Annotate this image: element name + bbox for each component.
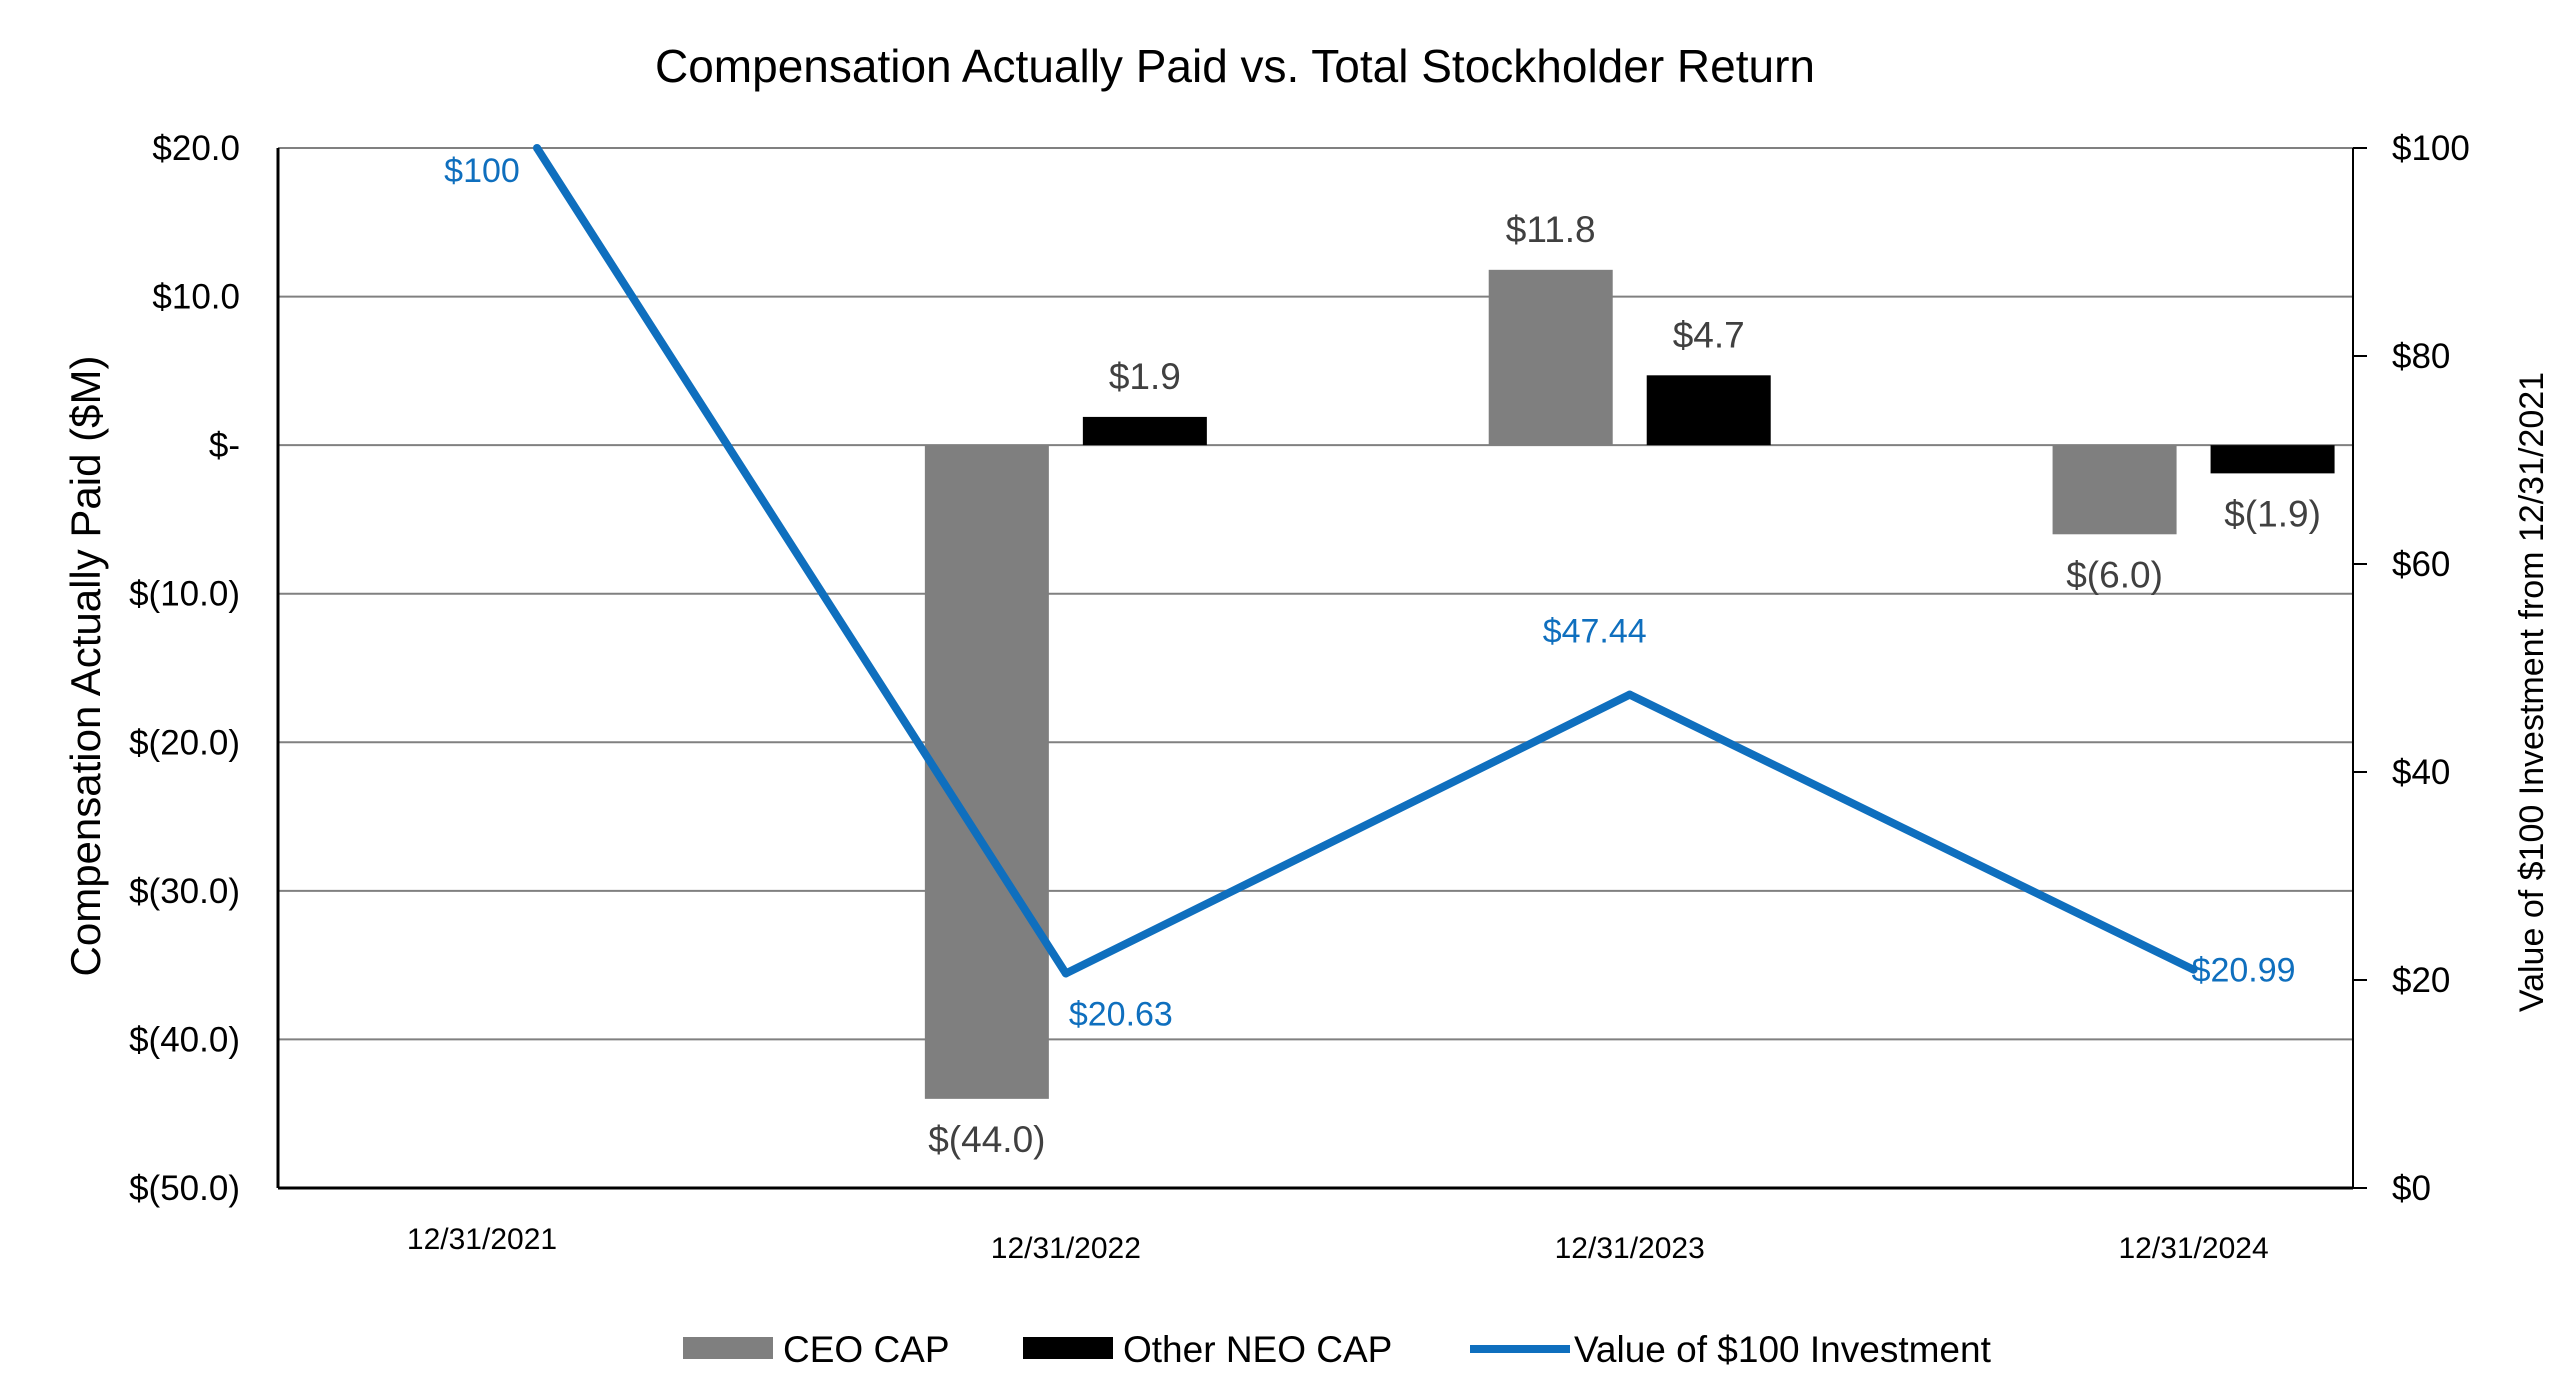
- bar: [924, 445, 1049, 1099]
- bars: [924, 269, 2335, 1099]
- tsr-point: [533, 144, 541, 152]
- y2-tick-label: $40: [2392, 753, 2450, 792]
- legend-item: Other NEO CAP: [1023, 1329, 1392, 1370]
- y2-tick-label: $60: [2392, 545, 2450, 584]
- tsr-point: [2189, 965, 2198, 974]
- bar-value-label: $(44.0): [928, 1119, 1045, 1160]
- legend-label: Other NEO CAP: [1123, 1329, 1392, 1370]
- y-tick-label: $(50.0): [129, 1169, 240, 1208]
- y2-tick-label: $80: [2392, 337, 2450, 376]
- legend-item: Value of $100 Investment: [1470, 1329, 1992, 1370]
- bar-value-label: $11.8: [1506, 209, 1596, 250]
- y2-axis-label: Value of $100 Investment from 12/31/2021: [2513, 372, 2551, 1012]
- y2-tick-label: $0: [2392, 1169, 2431, 1208]
- line-value-label: $100: [444, 152, 520, 190]
- bar: [1646, 375, 1771, 446]
- y2-tick-label: $100: [2392, 129, 2470, 168]
- tsr-point: [1061, 969, 1070, 978]
- legend-item: CEO CAP: [683, 1329, 950, 1370]
- y-tick-label: $(30.0): [129, 872, 240, 911]
- bar: [2052, 445, 2177, 535]
- bar: [1488, 269, 1613, 446]
- y-tick-label: $20.0: [152, 129, 240, 168]
- legend-label: Value of $100 Investment: [1574, 1329, 1992, 1370]
- y2-tick-label: $20: [2392, 961, 2450, 1000]
- line-value-label: $47.44: [1543, 613, 1647, 651]
- gridlines: [278, 147, 2353, 1189]
- legend-swatch: [683, 1337, 773, 1359]
- bar-value-label: $1.9: [1109, 356, 1181, 397]
- line-value-label: $20.63: [1069, 995, 1173, 1033]
- x-tick-label: 12/31/2022: [991, 1232, 1141, 1265]
- y-tick-label: $(40.0): [129, 1020, 240, 1059]
- axes: $20.0 $10.0 $- $(10.0) $(20.0) $(30.0) $(40.0)…: [129, 129, 2470, 1265]
- legend-label: CEO CAP: [783, 1329, 950, 1370]
- tsr-line: [533, 145, 2196, 978]
- bar-value-label: $(6.0): [2066, 554, 2163, 595]
- y-tick-label: $(10.0): [129, 575, 240, 614]
- line-series: [533, 144, 2198, 978]
- tsr-point: [1625, 690, 1634, 699]
- chart-title: Compensation Actually Paid vs. Total Sto…: [655, 40, 1815, 92]
- y-axis-label: Compensation Actually Paid ($M): [62, 356, 109, 977]
- x-tick-label: 12/31/2024: [2118, 1232, 2268, 1265]
- y-tick-label: $-: [209, 426, 240, 465]
- bar: [1082, 416, 1207, 446]
- y-tick-label: $10.0: [152, 278, 240, 317]
- legend: CEO CAP Other NEO CAP Value of $100 Invest…: [683, 1329, 1992, 1370]
- line-value-label: $20.99: [2192, 952, 2296, 990]
- x-tick-label: 12/31/2023: [1555, 1232, 1705, 1265]
- bar: [2210, 445, 2335, 474]
- y-tick-label: $(20.0): [129, 723, 240, 762]
- bar-value-label: $4.7: [1673, 314, 1745, 355]
- bar-value-label: $(1.9): [2224, 493, 2321, 534]
- legend-swatch: [1023, 1337, 1113, 1359]
- x-tick-label: 12/31/2021: [407, 1223, 557, 1256]
- data-labels: $(44.0) $11.8 $(6.0) $1.9 $4.7 $(1.9) $100 $20.…: [444, 152, 2321, 1160]
